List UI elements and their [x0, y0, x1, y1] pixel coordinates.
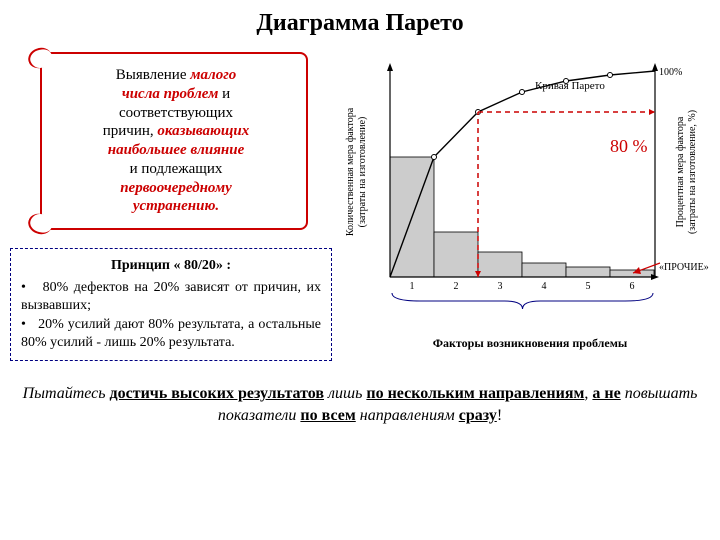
svg-text:4: 4: [542, 281, 547, 292]
right-column: 1 2 3 4 5 6 100% Кривая Парето Количественная ме…: [335, 52, 705, 361]
t: причин,: [103, 123, 158, 139]
svg-text:Кривая Парето: Кривая Парето: [535, 80, 605, 92]
svg-text:6: 6: [630, 281, 635, 292]
page-title: Диаграмма Парето: [10, 10, 710, 37]
svg-text:(затраты на изготовление, %): (затраты на изготовление, %): [687, 110, 698, 234]
t: Выявление: [116, 67, 190, 83]
chart-svg: 1 2 3 4 5 6 100% Кривая Парето Количественная ме…: [335, 52, 705, 332]
bottom-note: Пытайтесь достичь высоких результатов ли…: [10, 383, 710, 426]
left-column: Выявление малого числа проблем и соответ…: [10, 52, 320, 361]
svg-text:(затраты на изготовление): (затраты на изготовление): [357, 117, 368, 228]
svg-text:Процентная мера фактора: Процентная мера фактора: [675, 116, 686, 227]
t: и: [218, 86, 230, 102]
principle-bullet: • 20% усилий дают 80% результата, а оста…: [21, 316, 321, 352]
t: наибольшее влияние: [108, 142, 245, 158]
principle-title: Принцип « 80/20» :: [21, 257, 321, 275]
t: числа проблем: [122, 86, 219, 102]
t: первоочередному: [120, 180, 232, 196]
prochie-label: «ПРОЧИЕ»: [659, 262, 709, 273]
t: устранению.: [133, 198, 219, 214]
t: соответствующих: [119, 105, 233, 121]
scroll-callout: Выявление малого числа проблем и соответ…: [40, 52, 308, 230]
svg-text:1: 1: [410, 281, 415, 292]
svg-text:Количественная мера фактора: Количественная мера фактора: [345, 107, 356, 236]
principle-bullet: • 80% дефектов на 20% зависят от причин,…: [21, 279, 321, 315]
svg-text:5: 5: [586, 281, 591, 292]
factors-axis-label: Факторы возникновения проблемы: [355, 336, 705, 351]
t: и подлежащих: [130, 161, 223, 177]
svg-text:2: 2: [454, 281, 459, 292]
svg-text:3: 3: [498, 281, 503, 292]
pareto-chart: 1 2 3 4 5 6 100% Кривая Парето Количественная ме…: [335, 52, 705, 332]
svg-text:100%: 100%: [659, 67, 682, 78]
principle-box: Принцип « 80/20» : • 80% дефектов на 20%…: [10, 248, 332, 361]
eighty-percent-label: 80 %: [610, 136, 648, 157]
content-row: Выявление малого числа проблем и соответ…: [10, 52, 710, 361]
t: оказывающих: [157, 123, 249, 139]
t: малого: [190, 67, 236, 83]
